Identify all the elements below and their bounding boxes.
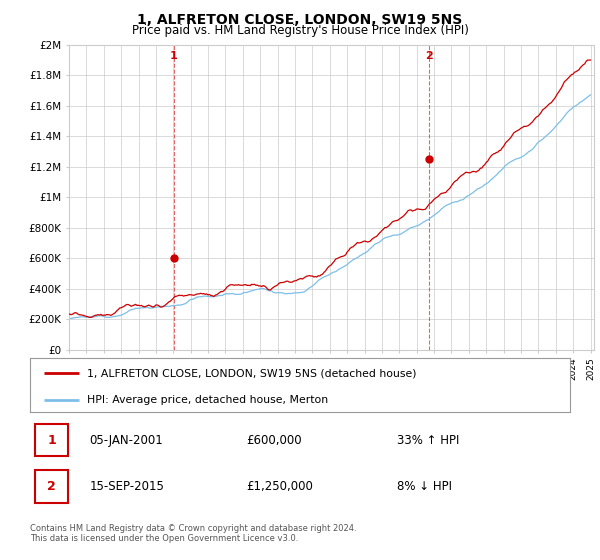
Text: 15-SEP-2015: 15-SEP-2015 [89, 480, 164, 493]
Text: Contains HM Land Registry data © Crown copyright and database right 2024.
This d: Contains HM Land Registry data © Crown c… [30, 524, 356, 543]
Text: £1,250,000: £1,250,000 [246, 480, 313, 493]
Text: 1: 1 [170, 51, 178, 61]
Text: Price paid vs. HM Land Registry's House Price Index (HPI): Price paid vs. HM Land Registry's House … [131, 24, 469, 37]
Text: 1, ALFRETON CLOSE, LONDON, SW19 5NS: 1, ALFRETON CLOSE, LONDON, SW19 5NS [137, 13, 463, 27]
Text: 33% ↑ HPI: 33% ↑ HPI [397, 434, 460, 447]
FancyBboxPatch shape [35, 424, 68, 456]
Text: 1, ALFRETON CLOSE, LONDON, SW19 5NS (detached house): 1, ALFRETON CLOSE, LONDON, SW19 5NS (det… [86, 368, 416, 379]
Text: 2: 2 [425, 51, 433, 61]
FancyBboxPatch shape [35, 470, 68, 503]
Text: 05-JAN-2001: 05-JAN-2001 [89, 434, 163, 447]
Text: 2: 2 [47, 480, 56, 493]
Text: HPI: Average price, detached house, Merton: HPI: Average price, detached house, Mert… [86, 395, 328, 405]
Text: 1: 1 [47, 434, 56, 447]
Text: £600,000: £600,000 [246, 434, 302, 447]
Text: 8% ↓ HPI: 8% ↓ HPI [397, 480, 452, 493]
